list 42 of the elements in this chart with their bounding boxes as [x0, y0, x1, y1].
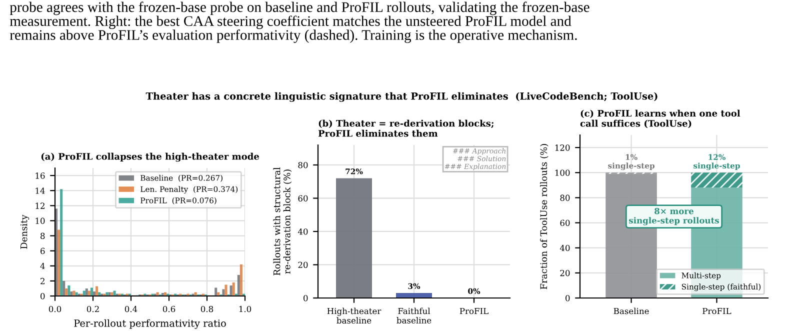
annotation: 8× more single-step rollouts [629, 208, 719, 226]
x-tick-label: 0.4 [124, 306, 138, 312]
chart-title: (b) Theater = re-derivation blocks; ProFIL eliminates them [318, 120, 494, 137]
y-tick-label: 6 [40, 248, 45, 254]
x-tick-label: 0.0 [48, 306, 62, 312]
y-axis-title: Density [20, 214, 30, 249]
y-tick-label: 8 [40, 232, 45, 240]
chart-title: (c) ProFIL learns when one tool call suffices (ToolUse) [580, 110, 740, 128]
y-tick-label: 80 [560, 194, 570, 201]
y-axis-title: Fraction of ToolUse rollouts (%) [540, 144, 548, 290]
y-tick-label: 2 [40, 278, 44, 284]
y-tick-label: 40 [298, 228, 308, 235]
y-tick-label: 4 [40, 262, 45, 270]
x-tick-label: High-theater baseline [327, 308, 382, 324]
y-tick-label: 16 [36, 172, 45, 179]
y-tick-label: 14 [36, 188, 45, 194]
x-axis-title: Per-rollout performativity ratio [74, 319, 226, 329]
y-tick-label: 20 [560, 270, 570, 276]
text: probe agrees with the frozen-base probe on baseline and ProFIL rollouts, validating the frozen-base measurement. Right: the best CAA steering coefficient matches the unsteered ProFIL model and remains above ProFIL’s evaluation performativity (dashed). Training is the operative mechanism. [10, 2, 590, 43]
y-tick-label: 100 [555, 170, 570, 176]
y-tick-label: 0 [566, 294, 570, 302]
x-tick-label: Baseline [614, 308, 649, 314]
x-tick-label: 0.6 [162, 306, 176, 312]
chart-title: (a) ProFIL collapses the high-theater mode [41, 152, 259, 162]
x-tick-label: 0.2 [86, 306, 99, 312]
y-tick-label: 60 [298, 195, 308, 202]
y-tick-label: 40 [560, 244, 570, 252]
y-tick-label: 0 [40, 292, 45, 300]
y-tick-label: 0 [304, 294, 308, 302]
y-axis-title: Rollouts with structural re-derivation block (%) [273, 167, 292, 276]
text: Theater has a concrete linguistic signature that ProFIL eliminates (LiveCodeBench; ToolUse) [146, 92, 658, 102]
y-tick-label: 20 [298, 262, 308, 268]
y-tick-label: 12 [36, 202, 44, 209]
x-tick-label: 1.0 [239, 306, 252, 312]
y-tick-label: 10 [36, 218, 45, 224]
x-tick-label: ProFIL [460, 308, 488, 314]
y-tick-label: 80 [298, 162, 308, 168]
y-tick-label: 120 [555, 144, 570, 151]
x-tick-label: 0.8 [200, 306, 214, 312]
x-tick-label: Faithful baseline [396, 308, 432, 324]
y-tick-label: 60 [560, 220, 570, 226]
x-tick-label: ProFIL [702, 308, 732, 314]
